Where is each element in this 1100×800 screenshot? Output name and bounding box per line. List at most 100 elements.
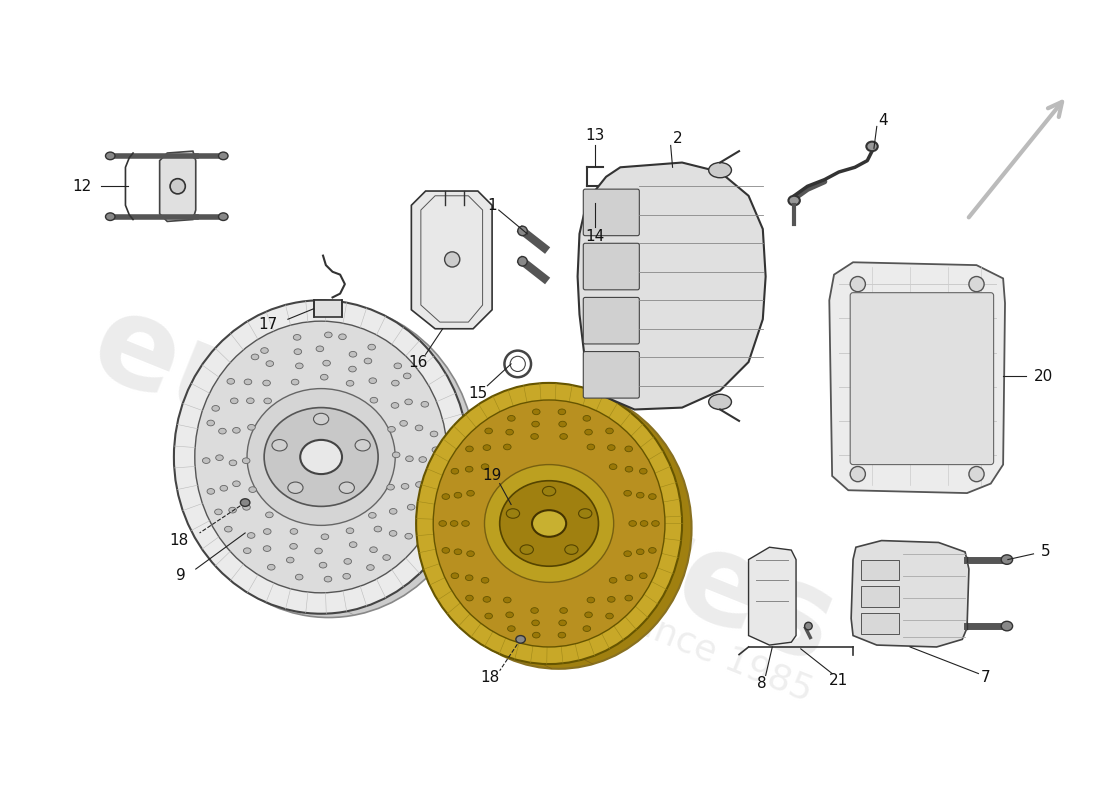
Ellipse shape xyxy=(649,547,657,554)
Polygon shape xyxy=(160,151,196,222)
Ellipse shape xyxy=(219,213,228,221)
Ellipse shape xyxy=(232,427,240,433)
Ellipse shape xyxy=(248,425,255,430)
Ellipse shape xyxy=(294,349,301,354)
Ellipse shape xyxy=(174,300,469,614)
Ellipse shape xyxy=(343,574,351,579)
FancyBboxPatch shape xyxy=(583,243,639,290)
Ellipse shape xyxy=(969,466,984,482)
Ellipse shape xyxy=(212,406,220,411)
Ellipse shape xyxy=(296,574,303,580)
Ellipse shape xyxy=(300,440,342,474)
Ellipse shape xyxy=(321,534,329,540)
Ellipse shape xyxy=(484,465,614,582)
Ellipse shape xyxy=(499,481,598,566)
Ellipse shape xyxy=(207,420,215,426)
Ellipse shape xyxy=(637,492,644,498)
Bar xyxy=(860,559,899,581)
Text: 12: 12 xyxy=(72,178,91,194)
Ellipse shape xyxy=(532,632,540,638)
Ellipse shape xyxy=(286,558,294,563)
Ellipse shape xyxy=(290,529,298,534)
Ellipse shape xyxy=(106,152,116,160)
Ellipse shape xyxy=(850,277,866,292)
Ellipse shape xyxy=(426,388,692,669)
Ellipse shape xyxy=(485,428,493,434)
Ellipse shape xyxy=(465,446,473,452)
Ellipse shape xyxy=(532,510,566,537)
Ellipse shape xyxy=(266,361,274,366)
Ellipse shape xyxy=(241,498,250,506)
Ellipse shape xyxy=(399,421,407,426)
Ellipse shape xyxy=(609,578,617,583)
Ellipse shape xyxy=(450,521,458,526)
Ellipse shape xyxy=(651,521,659,526)
Ellipse shape xyxy=(406,456,414,462)
Ellipse shape xyxy=(507,415,515,421)
Ellipse shape xyxy=(251,354,258,360)
Ellipse shape xyxy=(288,482,302,494)
Ellipse shape xyxy=(261,348,268,354)
Ellipse shape xyxy=(407,504,415,510)
Ellipse shape xyxy=(465,466,473,472)
Ellipse shape xyxy=(454,549,462,554)
Ellipse shape xyxy=(344,558,352,564)
Ellipse shape xyxy=(339,482,354,494)
Ellipse shape xyxy=(264,407,378,506)
Ellipse shape xyxy=(428,486,436,492)
Ellipse shape xyxy=(227,378,234,384)
Ellipse shape xyxy=(560,434,568,439)
Ellipse shape xyxy=(531,620,539,626)
Ellipse shape xyxy=(272,439,287,451)
Ellipse shape xyxy=(421,506,429,512)
Ellipse shape xyxy=(466,490,474,496)
Ellipse shape xyxy=(542,486,556,496)
Ellipse shape xyxy=(389,530,397,536)
Ellipse shape xyxy=(606,613,614,619)
Ellipse shape xyxy=(263,546,271,551)
Ellipse shape xyxy=(564,545,579,554)
Ellipse shape xyxy=(421,402,429,407)
Ellipse shape xyxy=(339,334,346,340)
Ellipse shape xyxy=(640,521,648,526)
Ellipse shape xyxy=(624,490,631,496)
Ellipse shape xyxy=(219,428,227,434)
Ellipse shape xyxy=(242,458,250,463)
Ellipse shape xyxy=(216,455,223,461)
Ellipse shape xyxy=(466,551,474,557)
Text: 5: 5 xyxy=(1041,545,1050,559)
Ellipse shape xyxy=(587,597,595,603)
Ellipse shape xyxy=(244,379,252,385)
Ellipse shape xyxy=(506,509,519,518)
Ellipse shape xyxy=(368,378,376,383)
Ellipse shape xyxy=(296,363,304,369)
Ellipse shape xyxy=(850,466,866,482)
Ellipse shape xyxy=(249,486,256,493)
FancyBboxPatch shape xyxy=(583,298,639,344)
Ellipse shape xyxy=(202,458,210,463)
Polygon shape xyxy=(411,191,492,329)
Ellipse shape xyxy=(482,578,488,583)
Ellipse shape xyxy=(483,597,491,602)
Ellipse shape xyxy=(387,426,395,432)
Ellipse shape xyxy=(451,573,459,578)
Ellipse shape xyxy=(294,334,301,340)
Ellipse shape xyxy=(320,374,328,380)
Ellipse shape xyxy=(355,439,371,451)
Ellipse shape xyxy=(322,360,330,366)
Ellipse shape xyxy=(292,379,299,385)
Ellipse shape xyxy=(590,198,600,208)
Ellipse shape xyxy=(265,512,273,518)
Ellipse shape xyxy=(243,548,251,554)
Ellipse shape xyxy=(1001,622,1013,631)
Ellipse shape xyxy=(316,346,323,352)
Bar xyxy=(860,586,899,607)
Text: 18: 18 xyxy=(481,670,499,685)
Ellipse shape xyxy=(430,431,438,437)
Ellipse shape xyxy=(349,366,356,372)
Ellipse shape xyxy=(609,464,617,470)
Ellipse shape xyxy=(416,383,682,664)
Ellipse shape xyxy=(383,554,390,560)
Ellipse shape xyxy=(969,277,984,292)
Ellipse shape xyxy=(248,533,255,538)
